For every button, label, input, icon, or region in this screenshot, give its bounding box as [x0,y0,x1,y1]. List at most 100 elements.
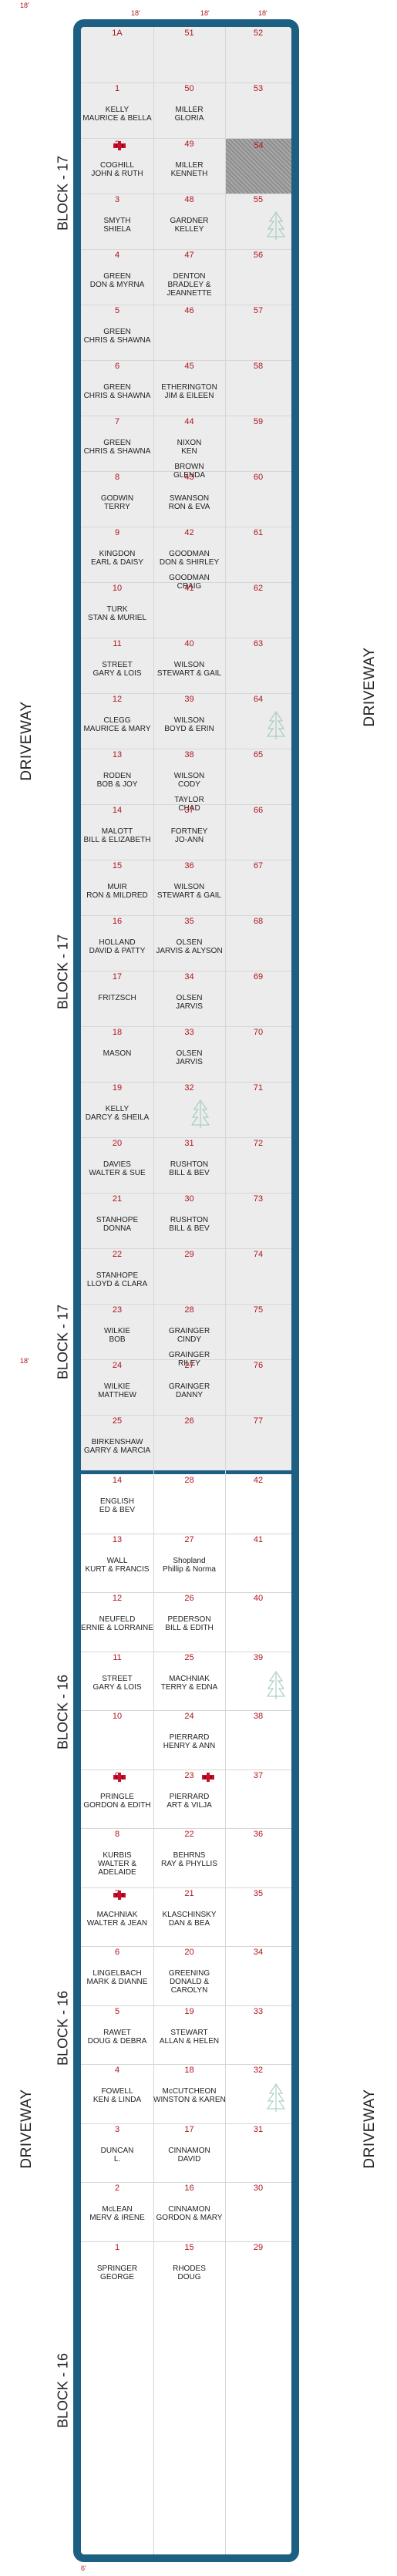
block17-lot-32[interactable]: 32 [153,1084,225,1137]
block16-lot-36[interactable]: 36 [225,1830,291,1887]
block17-lot-77[interactable]: 77 [225,1417,291,1470]
block17-lot-24[interactable]: 24 WILKIE MATTHEW [81,1362,153,1415]
block16-lot-2[interactable]: 2 McLEAN MERV & IRENE [81,2184,153,2241]
block17-lot-60[interactable]: 60 [225,473,291,527]
block16-lot-4[interactable]: 4 FOWELL KEN & LINDA [81,2066,153,2123]
block17-lot-48[interactable]: 48 GARDNER KELLEY [153,196,225,249]
block16-lot-13[interactable]: 13 WALL KURT & FRANCIS [81,1535,153,1593]
block16-lot-5[interactable]: 5 RAWET DOUG & DEBRA [81,2007,153,2065]
block16-lot-23[interactable]: 23 PIERRARD ART & VILJA [153,1771,225,1829]
block16-lot-35[interactable]: 35 [225,1889,291,1947]
block16-lot-41[interactable]: 41 [225,1535,291,1593]
block17-lot-51[interactable]: 51 [153,29,225,82]
block17-lot-56[interactable]: 56 [225,251,291,305]
block16-lot-37[interactable]: 37 [225,1771,291,1829]
block17-lot-50[interactable]: 50 MILLER GLORIA [153,85,225,138]
block17-lot-45[interactable]: 45 ETHERINGTON JIM & EILEEN [153,362,225,416]
block17-lot-36[interactable]: 36 WILSON STEWART & GAIL [153,862,225,915]
block17-lot-57[interactable]: 57 [225,307,291,360]
block17-lot-35[interactable]: 35 OLSEN JARVIS & ALYSON [153,918,225,971]
block17-lot-75[interactable]: 75 [225,1306,291,1359]
block17-lot-53[interactable]: 53 [225,85,291,138]
block16-lot-32[interactable]: 32 [225,2066,291,2123]
block17-lot-68[interactable]: 68 [225,918,291,971]
block17-lot-29[interactable]: 29 [153,1251,225,1304]
block16-lot-14[interactable]: 14 ENGLISH ED & BEV [81,1477,153,1534]
block17-lot-39[interactable]: 39 WILSON BOYD & ERIN [153,695,225,749]
block17-lot-63[interactable]: 63 [225,640,291,693]
block16-lot-26[interactable]: 26 PEDERSON BILL & EDITH [153,1594,225,1652]
block17-lot-40[interactable]: 40 WILSON STEWART & GAIL [153,640,225,693]
block17-lot-41[interactable]: 41 [153,584,225,638]
block17-lot-21[interactable]: 21 STANHOPE DONNA [81,1195,153,1248]
block17-lot-20[interactable]: 20 DAVIES WALTER & SUE [81,1140,153,1193]
block17-lot-55[interactable]: 55 [225,196,291,249]
block16-lot-11[interactable]: 11 STREET GARY & LOIS [81,1653,153,1711]
block16-lot-28[interactable]: 28 [153,1477,225,1534]
block16-lot-33[interactable]: 33 [225,2007,291,2065]
block16-lot-18[interactable]: 18 McCUTCHEON WINSTON & KAREN [153,2066,226,2123]
block17-lot-33[interactable]: 33 OLSEN JARVIS [153,1029,225,1082]
block17-lot-28[interactable]: 28 GRAINGER CINDY GRAINGER RILEY [153,1306,225,1369]
block17-lot-19[interactable]: 19 KELLY DARCY & SHEILA [81,1084,153,1137]
block17-lot-18[interactable]: 18 MASON [81,1029,153,1082]
block16-lot-15[interactable]: 15 RHODES DOUG [153,2243,225,2301]
block16-lot-10[interactable]: 10 [81,1712,153,1770]
block16-lot-29[interactable]: 29 [225,2243,291,2301]
block16-lot-34[interactable]: 34 [225,1948,291,2005]
block17-lot-58[interactable]: 58 [225,362,291,416]
block17-lot-70[interactable]: 70 [225,1029,291,1082]
block17-lot-15[interactable]: 15 MUIR RON & MILDRED [81,862,153,915]
block17-lot-7[interactable]: 7 GREEN CHRIS & SHAWNA [81,418,153,471]
block17-lot-64[interactable]: 64 [225,695,291,749]
block17-lot-34[interactable]: 34 OLSEN JARVIS [153,973,225,1026]
block16-lot-8[interactable]: 8 KURBIS WALTER & ADELAIDE [81,1830,153,1887]
block17-lot-73[interactable]: 73 [225,1195,291,1248]
block16-lot-6[interactable]: 6 LINGELBACH MARK & DIANNE [81,1948,153,2005]
block17-lot-27[interactable]: 27 GRAINGER DANNY [153,1362,225,1415]
block17-lot-71[interactable]: 71 [225,1084,291,1137]
block16-lot-38[interactable]: 38 [225,1712,291,1770]
block16-lot-25[interactable]: 25 MACHNIAK TERRY & EDNA [153,1653,225,1711]
block17-lot-61[interactable]: 61 [225,529,291,582]
block17-lot-46[interactable]: 46 [153,307,225,360]
block16-lot-12[interactable]: 12 NEUFELD ERNIE & LORRAINE [81,1594,153,1652]
block16-lot-31[interactable]: 31 [225,2125,291,2183]
block17-lot-22[interactable]: 22 STANHOPE LLOYD & CLARA [81,1251,153,1304]
block17-lot-10[interactable]: 10 TURK STAN & MURIEL [81,584,153,638]
block17-lot-44[interactable]: 44 NIXON KEN BROWN GLENDA [153,418,225,480]
block17-lot-23[interactable]: 23 WILKIE BOB [81,1306,153,1359]
block17-lot-38[interactable]: 38 WILSON CODY TAYLOR CHAD [153,751,225,813]
block17-lot-16[interactable]: 16 HOLLAND DAVID & PATTY [81,918,153,971]
block17-lot-6[interactable]: 6 GREEN CHRIS & SHAWNA [81,362,153,416]
block16-lot-21[interactable]: 21 KLASCHINSKY DAN & BEA [153,1889,225,1947]
block16-lot-30[interactable]: 30 [225,2184,291,2241]
block17-lot-5[interactable]: 5 GREEN CHRIS & SHAWNA [81,307,153,360]
block17-lot-52[interactable]: 52 [225,29,291,82]
block17-lot-25[interactable]: 25 BIRKENSHAW GARRY & MARCIA [81,1417,153,1470]
block16-lot-19[interactable]: 19 STEWART ALLAN & HELEN [153,2007,225,2065]
block16-lot-22[interactable]: 22 BEHRNS RAY & PHYLLIS [153,1830,225,1887]
block16-lot-3[interactable]: 3 DUNCAN L. [81,2125,153,2183]
block17-lot-13[interactable]: 13 RODEN BOB & JOY [81,751,153,804]
block17-lot-62[interactable]: 62 [225,584,291,638]
block16-lot-1[interactable]: 1 SPRINGER GEORGE [81,2243,153,2301]
block17-lot-12[interactable]: 12 CLEGG MAURICE & MARY [81,695,153,749]
block17-lot-31[interactable]: 31 RUSHTON BILL & BEV [153,1140,225,1193]
block17-lot-66[interactable]: 66 [225,806,291,860]
block16-lot-24[interactable]: 24 PIERRARD HENRY & ANN [153,1712,225,1770]
block16-lot-40[interactable]: 40 [225,1594,291,1652]
block17-lot-4[interactable]: 4 GREEN DON & MYRNA [81,251,153,305]
block16-lot-39[interactable]: 39 [225,1653,291,1711]
block16-lot-42[interactable]: 42 [225,1477,291,1534]
block17-lot-3[interactable]: 3 SMYTH SHIELA [81,196,153,249]
block17-lot-43[interactable]: 43 SWANSON RON & EVA [153,473,225,527]
block17-lot-37[interactable]: 37 FORTNEY JO-ANN [153,806,225,860]
block17-lot-11[interactable]: 11 STREET GARY & LOIS [81,640,153,693]
block17-lot-67[interactable]: 67 [225,862,291,915]
block17-lot-9[interactable]: 9 KINGDON EARL & DAISY [81,529,153,582]
block17-lot-76[interactable]: 76 [225,1362,291,1415]
block17-lot-30[interactable]: 30 RUSHTON BILL & BEV [153,1195,225,1248]
block17-lot-42[interactable]: 42 GOODMAN DON & SHIRLEY GOODMAN CRAIG [153,529,225,591]
block16-lot-20[interactable]: 20 GREENING DONALD & CAROLYN [153,1948,225,2005]
